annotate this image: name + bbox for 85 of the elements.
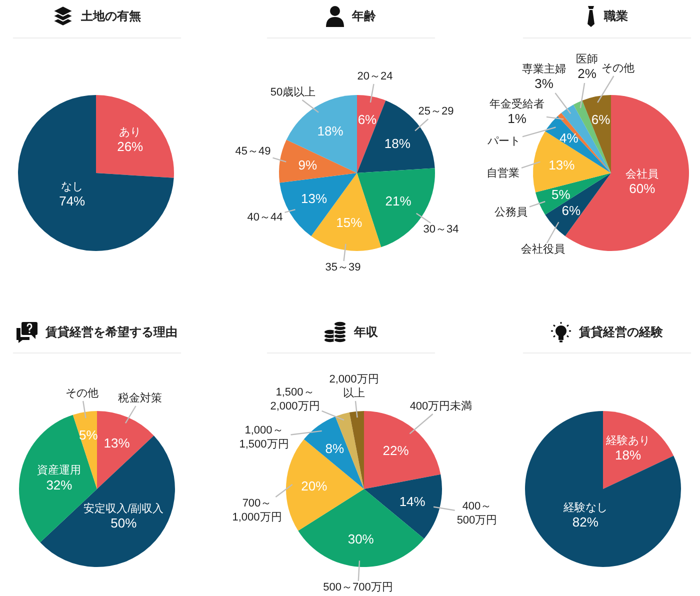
data-label: 18% (384, 136, 411, 152)
chart-title: 賃貸経営を希望する理由 (44, 325, 178, 339)
pie-slice (349, 411, 364, 489)
slice-label: 500～700万円 (323, 581, 393, 594)
slice-label: 45～49 (235, 145, 271, 158)
pie-slice (357, 95, 386, 173)
slice-label: 資産運用 (37, 464, 82, 477)
chart-title: 賃貸経営の経験 (578, 325, 664, 339)
slice-label: 25～29 (418, 105, 454, 118)
data-label: 22% (382, 443, 410, 458)
slice-label: 35～39 (325, 261, 361, 274)
slice-label: 公務員 (494, 206, 528, 218)
data-label: 4% (560, 130, 579, 146)
chart-title: 職業 (603, 9, 628, 23)
data-label: 50% (110, 515, 138, 530)
data-label: 8% (325, 441, 344, 456)
pie-slice (545, 116, 611, 173)
data-label: 9% (298, 158, 318, 173)
data-label: 15% (336, 214, 363, 230)
slice-label: 20～24 (357, 70, 393, 82)
slice-label: 経験なし (562, 502, 608, 514)
data-label: 6% (591, 112, 611, 127)
pie-slice (279, 140, 357, 183)
data-label: 18% (317, 123, 344, 138)
data-label: 6% (562, 202, 582, 218)
chart-title: 年収 (353, 325, 379, 339)
slice-label: パート (486, 135, 520, 148)
slice-label: 会社員 (626, 167, 659, 180)
slice-label: 50歳以上 (270, 85, 316, 98)
pie-slice (603, 411, 674, 489)
slice-label: 経験あり (605, 434, 650, 447)
data-label: 14% (399, 494, 426, 509)
pie-slice (72, 411, 97, 489)
data-label: 32% (46, 477, 73, 492)
slice-label: 40～44 (247, 211, 283, 224)
slice-label: 医師 (576, 53, 598, 66)
data-label: 5% (551, 187, 571, 202)
data-label: 13% (104, 436, 130, 451)
data-label: 60% (629, 181, 656, 196)
data-label: 1% (508, 111, 527, 126)
chart-title: 土地の有無 (80, 9, 141, 23)
pie-slice (18, 95, 174, 251)
pie-slice (96, 95, 174, 178)
data-label: 13% (548, 158, 576, 173)
pie-slice (582, 95, 611, 173)
slice-label: 年金受給者 (490, 97, 544, 110)
slice-label: 1,000～1,500万円 (239, 424, 289, 450)
pie-slice (97, 411, 154, 489)
slice-label: 700～1,000万円 (232, 497, 282, 524)
slice-label: 会社役員 (521, 242, 565, 256)
slice-label: その他 (66, 387, 98, 400)
data-label: 20% (301, 478, 328, 494)
slice-label: あり (119, 126, 142, 138)
data-label: 21% (385, 194, 412, 209)
slice-label: 2,000万円以上 (329, 373, 379, 400)
pie-slice (304, 416, 364, 489)
pie-slice (357, 100, 435, 173)
data-label: 3% (534, 76, 554, 92)
pie-slice (545, 173, 611, 236)
slice-label: 専業主婦 (522, 62, 566, 76)
pie-slice (298, 489, 424, 567)
slice-label: 税金対策 (118, 391, 162, 404)
data-label: 74% (59, 193, 86, 208)
slice-label: 400万円未満 (410, 399, 472, 412)
data-label: 6% (358, 112, 378, 127)
pie-slice (364, 411, 441, 489)
data-label: 2% (578, 66, 597, 82)
pie-slice (286, 95, 357, 173)
slice-label: 自営業 (486, 166, 520, 180)
slice-label: 1,500～2,000万円 (270, 386, 320, 412)
data-label: 5% (79, 428, 98, 443)
pie-slice (286, 439, 364, 531)
slice-label: 30～34 (423, 223, 459, 236)
pie-slice (525, 411, 681, 567)
slice-label: 400～500万円 (456, 500, 498, 526)
data-label: 30% (348, 531, 374, 546)
data-label: 26% (117, 139, 144, 154)
slice-label: その他 (602, 62, 634, 74)
data-label: 82% (572, 514, 599, 530)
data-label: 18% (615, 448, 642, 463)
pie-slice (535, 173, 611, 215)
slice-label: 安定収入/副収入 (84, 502, 164, 515)
chart-title: 年齢 (351, 9, 377, 23)
slice-label: なし (61, 180, 84, 193)
data-label: 13% (301, 190, 328, 206)
